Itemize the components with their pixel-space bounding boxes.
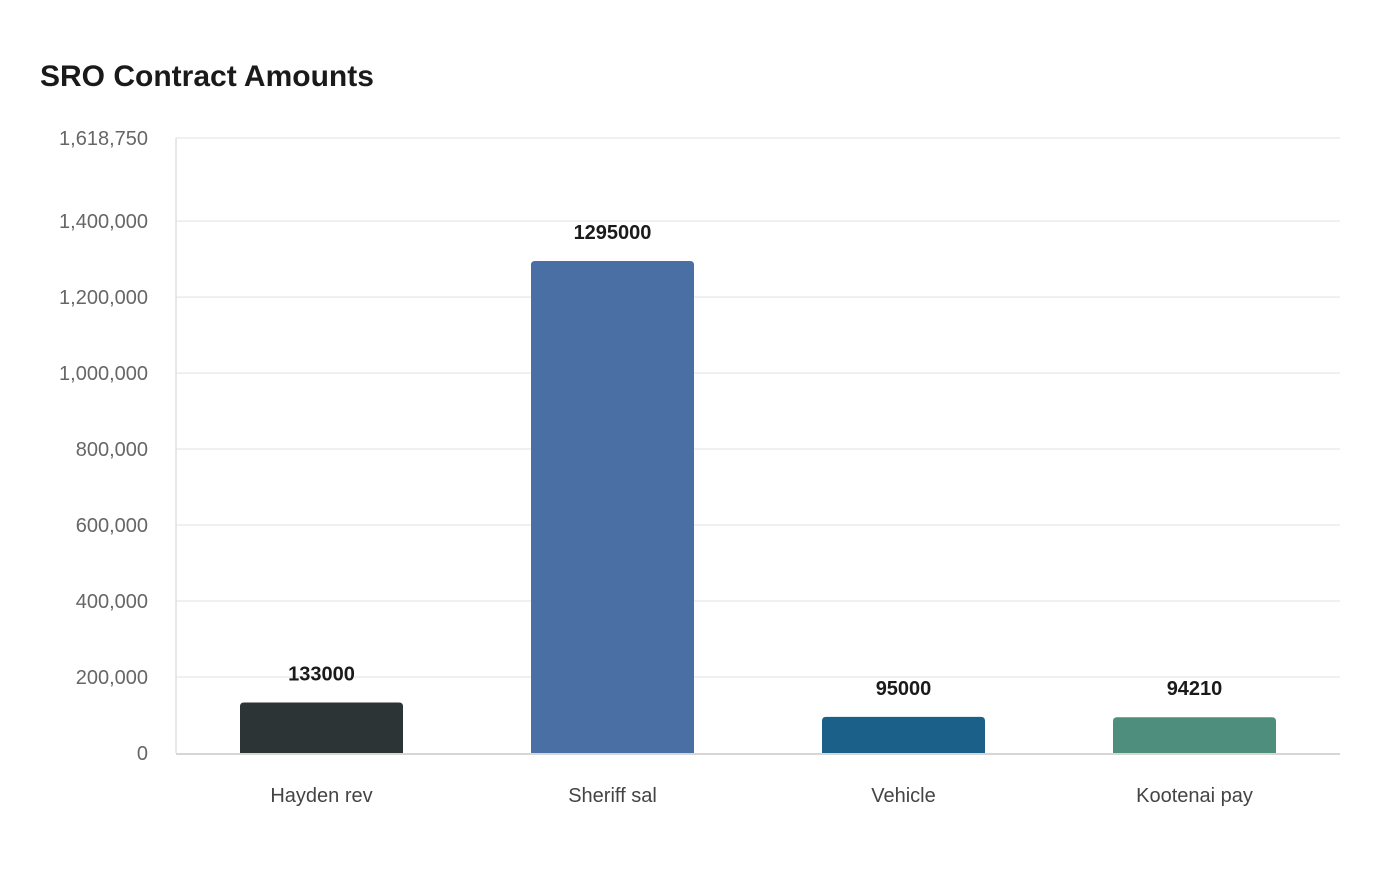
x-tick-label: Sheriff sal: [568, 785, 657, 807]
y-tick-label: 1,200,000: [59, 287, 148, 309]
bar: [1113, 717, 1276, 753]
data-label: 94210: [1167, 678, 1223, 700]
x-tick-label: Kootenai pay: [1136, 785, 1253, 807]
chart-title: SRO Contract Amounts: [40, 60, 374, 93]
y-tick-label: 1,000,000: [59, 363, 148, 385]
bar: [531, 261, 694, 753]
data-label: 95000: [876, 678, 932, 700]
bar: [822, 716, 985, 753]
x-tick-label: Vehicle: [871, 785, 936, 807]
y-tick-label: 400,000: [76, 591, 148, 613]
x-tick-label: Hayden rev: [270, 785, 372, 807]
y-tick-label: 600,000: [76, 515, 148, 537]
y-tick-label: 1,618,750: [59, 128, 148, 150]
data-label: 133000: [288, 663, 355, 685]
data-label: 1295000: [574, 222, 652, 244]
y-tick-label: 200,000: [76, 667, 148, 689]
y-tick-label: 800,000: [76, 439, 148, 461]
y-tick-label: 1,400,000: [59, 211, 148, 233]
y-tick-label: 0: [137, 743, 148, 765]
bar: [240, 702, 403, 753]
